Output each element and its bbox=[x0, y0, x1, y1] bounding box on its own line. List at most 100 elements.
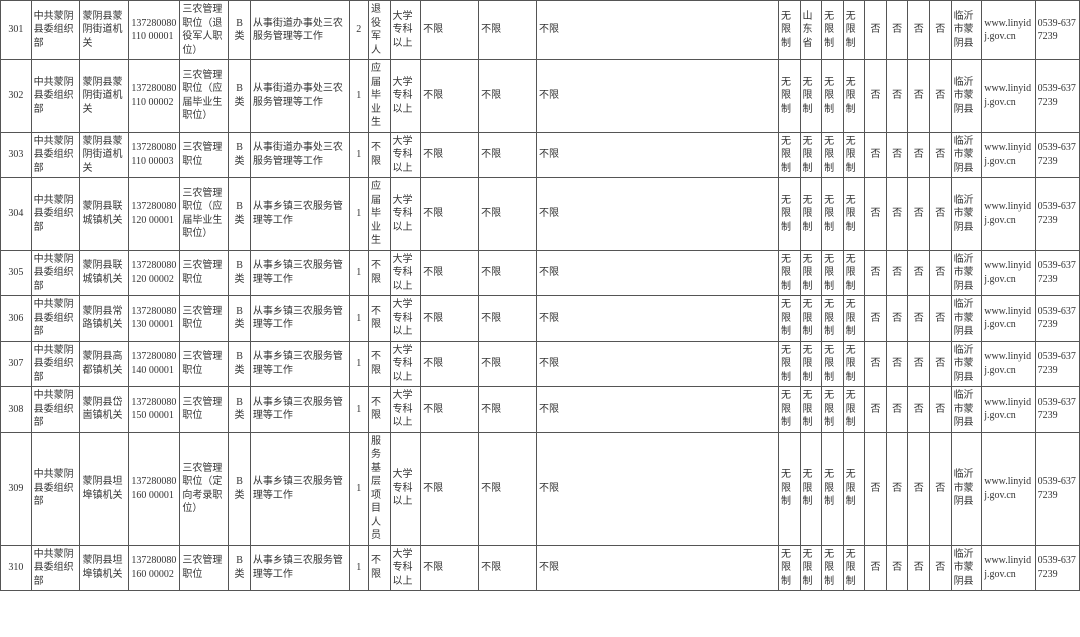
col-restriction3: 无限制 bbox=[822, 432, 844, 545]
col-organization: 中共蒙阴县委组织部 bbox=[31, 432, 80, 545]
col-category: B类 bbox=[229, 132, 251, 178]
col-major1: 不限 bbox=[421, 341, 479, 387]
col-flag4: 否 bbox=[929, 387, 951, 433]
col-restriction4: 无限制 bbox=[843, 387, 865, 433]
col-organization: 中共蒙阴县委组织部 bbox=[31, 178, 80, 251]
col-count: 1 bbox=[349, 250, 368, 296]
col-unit: 蒙阴县联城镇机关 bbox=[80, 250, 129, 296]
table-row: 303中共蒙阴县委组织部蒙阴县蒙阴街道机关137280080110 00003三… bbox=[1, 132, 1080, 178]
col-unit: 蒙阴县坦埠镇机关 bbox=[80, 545, 129, 591]
table-row: 308中共蒙阴县委组织部蒙阴县岱崮镇机关137280080150 00001三农… bbox=[1, 387, 1080, 433]
table-row: 305中共蒙阴县委组织部蒙阴县联城镇机关137280080120 00002三农… bbox=[1, 250, 1080, 296]
col-flag2: 否 bbox=[886, 178, 908, 251]
col-url: www.linyidj.gov.cn bbox=[982, 250, 1035, 296]
col-area: 临沂市蒙阴县 bbox=[951, 545, 982, 591]
table-row: 302中共蒙阴县委组织部蒙阴县蒙阴街道机关137280080110 00002三… bbox=[1, 60, 1080, 133]
col-restriction4: 无限制 bbox=[843, 545, 865, 591]
col-education: 大学专科以上 bbox=[390, 387, 421, 433]
col-restriction1: 无限制 bbox=[778, 432, 800, 545]
col-major1: 不限 bbox=[421, 60, 479, 133]
col-restriction1: 无限制 bbox=[778, 296, 800, 342]
table-body: 301中共蒙阴县委组织部蒙阴县蒙阴街道机关137280080110 00001三… bbox=[1, 1, 1080, 591]
col-restriction4: 无限制 bbox=[843, 341, 865, 387]
col-count: 1 bbox=[349, 545, 368, 591]
col-flag2: 否 bbox=[886, 132, 908, 178]
col-major3: 不限 bbox=[537, 250, 779, 296]
col-major1: 不限 bbox=[421, 387, 479, 433]
col-url: www.linyidj.gov.cn bbox=[982, 132, 1035, 178]
col-telephone: 0539-6377239 bbox=[1035, 1, 1079, 60]
col-flag1: 否 bbox=[865, 132, 887, 178]
col-description: 从事乡镇三农服务管理等工作 bbox=[250, 432, 349, 545]
col-telephone: 0539-6377239 bbox=[1035, 178, 1079, 251]
col-restriction3: 无限制 bbox=[822, 387, 844, 433]
col-flag1: 否 bbox=[865, 1, 887, 60]
col-flag3: 否 bbox=[908, 132, 930, 178]
col-area: 临沂市蒙阴县 bbox=[951, 296, 982, 342]
col-flag1: 否 bbox=[865, 432, 887, 545]
table-row: 306中共蒙阴县委组织部蒙阴县常路镇机关137280080130 00001三农… bbox=[1, 296, 1080, 342]
col-category: B类 bbox=[229, 341, 251, 387]
table-row: 307中共蒙阴县委组织部蒙阴县高都镇机关137280080140 00001三农… bbox=[1, 341, 1080, 387]
col-organization: 中共蒙阴县委组织部 bbox=[31, 341, 80, 387]
col-restriction4: 无限制 bbox=[843, 1, 865, 60]
col-major3: 不限 bbox=[537, 178, 779, 251]
col-unit: 蒙阴县坦埠镇机关 bbox=[80, 432, 129, 545]
col-education: 大学专科以上 bbox=[390, 178, 421, 251]
col-source: 应届毕业生 bbox=[368, 178, 390, 251]
table-row: 310中共蒙阴县委组织部蒙阴县坦埠镇机关137280080160 00002三农… bbox=[1, 545, 1080, 591]
col-telephone: 0539-6377239 bbox=[1035, 387, 1079, 433]
col-url: www.linyidj.gov.cn bbox=[982, 545, 1035, 591]
col-major1: 不限 bbox=[421, 132, 479, 178]
col-flag1: 否 bbox=[865, 545, 887, 591]
col-url: www.linyidj.gov.cn bbox=[982, 432, 1035, 545]
col-restriction3: 无限制 bbox=[822, 1, 844, 60]
col-position-code: 137280080130 00001 bbox=[129, 296, 180, 342]
col-restriction1: 无限制 bbox=[778, 178, 800, 251]
col-flag1: 否 bbox=[865, 60, 887, 133]
col-position-name: 三农管理职位 bbox=[180, 296, 229, 342]
col-education: 大学专科以上 bbox=[390, 1, 421, 60]
col-restriction4: 无限制 bbox=[843, 132, 865, 178]
col-position-code: 137280080150 00001 bbox=[129, 387, 180, 433]
col-description: 从事乡镇三农服务管理等工作 bbox=[250, 387, 349, 433]
col-restriction1: 无限制 bbox=[778, 1, 800, 60]
col-restriction3: 无限制 bbox=[822, 250, 844, 296]
col-major3: 不限 bbox=[537, 1, 779, 60]
table-row: 309中共蒙阴县委组织部蒙阴县坦埠镇机关137280080160 00001三农… bbox=[1, 432, 1080, 545]
col-flag1: 否 bbox=[865, 250, 887, 296]
col-category: B类 bbox=[229, 1, 251, 60]
col-source: 不限 bbox=[368, 341, 390, 387]
col-position-code: 137280080160 00001 bbox=[129, 432, 180, 545]
col-area: 临沂市蒙阴县 bbox=[951, 1, 982, 60]
col-source: 应届毕业生 bbox=[368, 60, 390, 133]
col-major3: 不限 bbox=[537, 545, 779, 591]
col-organization: 中共蒙阴县委组织部 bbox=[31, 132, 80, 178]
col-flag1: 否 bbox=[865, 178, 887, 251]
col-restriction4: 无限制 bbox=[843, 296, 865, 342]
col-organization: 中共蒙阴县委组织部 bbox=[31, 1, 80, 60]
col-telephone: 0539-6377239 bbox=[1035, 60, 1079, 133]
col-category: B类 bbox=[229, 432, 251, 545]
col-flag1: 否 bbox=[865, 296, 887, 342]
col-major2: 不限 bbox=[479, 132, 537, 178]
col-major1: 不限 bbox=[421, 178, 479, 251]
col-flag4: 否 bbox=[929, 545, 951, 591]
col-count: 1 bbox=[349, 387, 368, 433]
col-major3: 不限 bbox=[537, 60, 779, 133]
col-count: 1 bbox=[349, 132, 368, 178]
col-position-name: 三农管理职位 bbox=[180, 250, 229, 296]
col-major2: 不限 bbox=[479, 60, 537, 133]
positions-table: 301中共蒙阴县委组织部蒙阴县蒙阴街道机关137280080110 00001三… bbox=[0, 0, 1080, 591]
col-telephone: 0539-6377239 bbox=[1035, 545, 1079, 591]
col-flag4: 否 bbox=[929, 1, 951, 60]
col-restriction1: 无限制 bbox=[778, 545, 800, 591]
col-restriction4: 无限制 bbox=[843, 178, 865, 251]
col-source: 不限 bbox=[368, 132, 390, 178]
col-flag2: 否 bbox=[886, 60, 908, 133]
col-telephone: 0539-6377239 bbox=[1035, 296, 1079, 342]
col-position-code: 137280080140 00001 bbox=[129, 341, 180, 387]
col-flag2: 否 bbox=[886, 387, 908, 433]
col-position-name: 三农管理职位 bbox=[180, 132, 229, 178]
col-major3: 不限 bbox=[537, 132, 779, 178]
